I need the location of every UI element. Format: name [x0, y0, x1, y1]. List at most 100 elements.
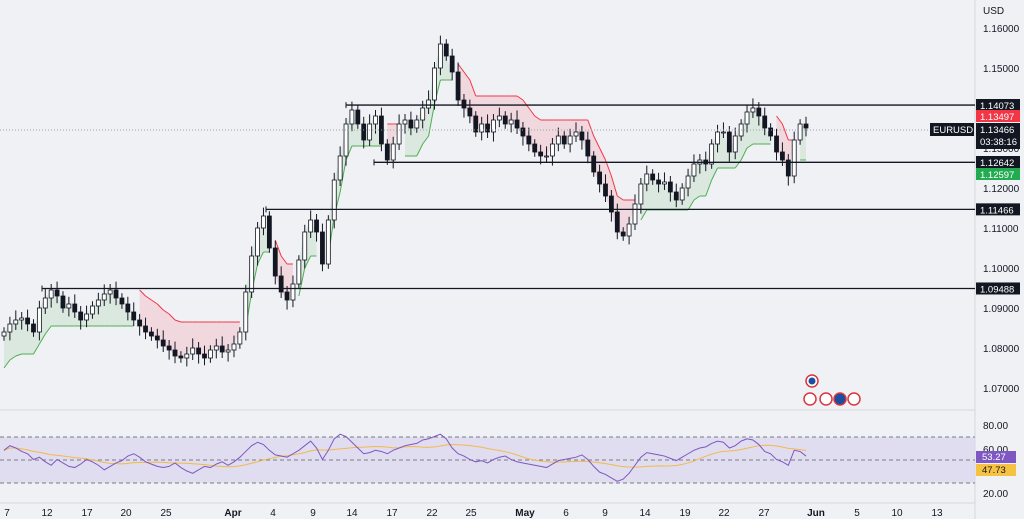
candle[interactable]: [349, 109, 355, 125]
candle[interactable]: [66, 303, 72, 309]
candle[interactable]: [337, 155, 343, 181]
candle[interactable]: [125, 303, 131, 313]
candle[interactable]: [119, 297, 125, 305]
candle[interactable]: [726, 131, 732, 153]
candle[interactable]: [437, 43, 443, 69]
candle[interactable]: [709, 143, 715, 165]
candle[interactable]: [343, 123, 349, 157]
time-axis[interactable]: 7 12 17 20 25 Apr 4 9 14 17 22 25 May 6 9 14 19 22 27 Jun 5 1…: [4, 508, 943, 519]
candle[interactable]: [644, 173, 650, 185]
candle[interactable]: [402, 119, 408, 125]
candle[interactable]: [278, 275, 284, 293]
candle[interactable]: [715, 131, 720, 145]
candle[interactable]: [367, 123, 373, 141]
candle[interactable]: [603, 183, 608, 197]
candle[interactable]: [756, 107, 762, 117]
candle[interactable]: [314, 219, 319, 233]
candle[interactable]: [508, 119, 514, 125]
candle[interactable]: [355, 109, 361, 125]
candle[interactable]: [555, 135, 561, 145]
candle[interactable]: [213, 345, 219, 351]
candle[interactable]: [467, 107, 473, 117]
candle[interactable]: [237, 331, 243, 345]
candle[interactable]: [373, 115, 378, 125]
candle[interactable]: [249, 255, 255, 293]
candle[interactable]: [461, 99, 467, 109]
candle[interactable]: [591, 155, 597, 173]
candle[interactable]: [190, 347, 196, 355]
candle[interactable]: [25, 317, 30, 325]
candle[interactable]: [426, 99, 431, 109]
candle[interactable]: [42, 297, 48, 309]
candle[interactable]: [797, 123, 803, 141]
candle[interactable]: [90, 305, 95, 315]
candle[interactable]: [320, 231, 325, 265]
economic-events[interactable]: [803, 374, 861, 406]
candle[interactable]: [396, 123, 402, 145]
candle[interactable]: [284, 291, 290, 301]
candle[interactable]: [137, 319, 143, 327]
candle[interactable]: [60, 295, 66, 309]
candle[interactable]: [526, 135, 532, 145]
candle[interactable]: [626, 223, 632, 237]
candle[interactable]: [744, 111, 750, 125]
candle[interactable]: [19, 317, 25, 321]
candle[interactable]: [732, 135, 738, 153]
candle[interactable]: [656, 179, 661, 185]
candle[interactable]: [225, 349, 231, 353]
candle[interactable]: [567, 135, 573, 145]
candle[interactable]: [473, 115, 479, 133]
candle[interactable]: [36, 307, 42, 333]
candle[interactable]: [550, 143, 555, 157]
candle[interactable]: [667, 181, 673, 193]
candle[interactable]: [384, 143, 390, 161]
horizontal-levels[interactable]: [41, 102, 975, 292]
candle[interactable]: [131, 311, 137, 321]
candle[interactable]: [449, 55, 455, 73]
candle[interactable]: [290, 283, 296, 301]
candle[interactable]: [597, 171, 603, 185]
candle[interactable]: [721, 131, 726, 134]
candle[interactable]: [207, 349, 213, 359]
candle[interactable]: [308, 219, 314, 233]
candle[interactable]: [650, 173, 656, 181]
candle[interactable]: [390, 143, 396, 161]
candle[interactable]: [414, 119, 420, 129]
candle[interactable]: [520, 127, 526, 137]
candle[interactable]: [202, 353, 207, 359]
candle[interactable]: [160, 339, 166, 347]
candle[interactable]: [101, 293, 107, 301]
candle[interactable]: [620, 231, 626, 237]
candle[interactable]: [266, 215, 272, 249]
candle[interactable]: [679, 187, 685, 201]
candle[interactable]: [7, 323, 13, 333]
candle[interactable]: [325, 219, 331, 265]
candle[interactable]: [803, 123, 809, 129]
candles[interactable]: [1, 35, 809, 367]
candle[interactable]: [78, 311, 84, 321]
candle[interactable]: [538, 151, 544, 157]
candle[interactable]: [113, 289, 119, 299]
candle[interactable]: [479, 123, 485, 133]
candle[interactable]: [614, 211, 620, 233]
candle[interactable]: [243, 291, 249, 333]
candle[interactable]: [780, 151, 785, 161]
eu-flag-icon[interactable]: [833, 392, 847, 406]
candle[interactable]: [420, 107, 426, 121]
candle[interactable]: [302, 231, 308, 261]
candle[interactable]: [361, 123, 367, 141]
us-flag-icon[interactable]: [847, 392, 861, 406]
candle[interactable]: [154, 335, 160, 341]
candle[interactable]: [84, 313, 89, 321]
candle[interactable]: [107, 289, 113, 295]
candle[interactable]: [408, 119, 414, 129]
candle[interactable]: [296, 259, 302, 285]
candle[interactable]: [691, 163, 697, 177]
candle[interactable]: [172, 349, 178, 357]
candle[interactable]: [791, 139, 797, 177]
candle[interactable]: [1, 331, 7, 337]
candle[interactable]: [532, 143, 538, 153]
candle[interactable]: [561, 135, 567, 145]
candle[interactable]: [178, 355, 184, 359]
candle[interactable]: [750, 107, 756, 113]
